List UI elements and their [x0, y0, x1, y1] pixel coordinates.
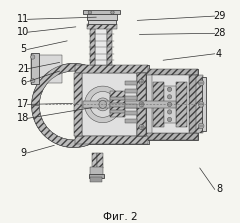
Text: 6: 6 [20, 77, 26, 87]
Bar [202, 77, 206, 131]
Bar [90, 28, 95, 64]
Bar [146, 69, 198, 140]
Text: 21: 21 [17, 64, 29, 74]
Bar [31, 53, 39, 84]
Circle shape [198, 123, 204, 129]
Text: 8: 8 [216, 184, 222, 194]
Text: 10: 10 [17, 27, 29, 37]
Bar [125, 104, 137, 108]
Circle shape [39, 71, 108, 140]
Text: 11: 11 [17, 14, 29, 24]
Bar [95, 26, 107, 64]
Bar [74, 73, 82, 136]
Circle shape [139, 79, 144, 84]
Text: 17: 17 [17, 99, 29, 109]
Text: Фиг. 2: Фиг. 2 [103, 212, 137, 222]
Circle shape [99, 101, 107, 108]
Bar [31, 54, 39, 84]
Circle shape [139, 102, 144, 107]
Bar [82, 73, 137, 136]
Circle shape [96, 98, 109, 111]
Bar [32, 55, 62, 83]
Bar [189, 75, 198, 134]
Bar [125, 96, 137, 100]
Circle shape [198, 80, 204, 86]
Bar [125, 89, 137, 93]
Bar [92, 153, 97, 168]
Circle shape [31, 55, 35, 59]
Text: 9: 9 [20, 148, 26, 158]
Bar [176, 82, 187, 127]
Circle shape [111, 11, 114, 14]
Bar [125, 81, 137, 85]
Bar [152, 75, 189, 134]
Bar [83, 10, 120, 14]
Circle shape [31, 78, 35, 83]
Bar [197, 75, 203, 134]
Circle shape [139, 124, 144, 130]
Bar [125, 111, 137, 115]
Bar [90, 177, 102, 182]
Wedge shape [32, 105, 116, 147]
Bar [74, 64, 149, 144]
Bar [153, 82, 164, 127]
Circle shape [32, 64, 116, 147]
Bar [75, 64, 148, 73]
Bar [88, 20, 116, 24]
Bar [110, 97, 125, 100]
Text: 4: 4 [216, 49, 222, 59]
Bar [146, 134, 198, 140]
Bar [110, 110, 125, 113]
Circle shape [167, 110, 172, 114]
Circle shape [167, 87, 172, 91]
Circle shape [90, 91, 116, 117]
Circle shape [84, 86, 121, 123]
Bar [75, 136, 148, 144]
Text: 18: 18 [17, 114, 29, 123]
Circle shape [167, 102, 172, 107]
Bar [90, 167, 103, 176]
Bar [137, 73, 146, 136]
Bar [107, 28, 113, 64]
Bar [146, 69, 198, 75]
Bar [164, 86, 176, 123]
Bar [110, 91, 125, 117]
Bar [87, 24, 117, 29]
Circle shape [198, 102, 204, 107]
Wedge shape [32, 64, 116, 105]
Text: 5: 5 [20, 44, 26, 54]
Circle shape [167, 95, 172, 99]
Text: 28: 28 [213, 28, 225, 38]
Text: 29: 29 [213, 11, 225, 21]
Bar [87, 14, 117, 20]
Bar [89, 174, 104, 178]
Bar [125, 119, 137, 123]
Bar [137, 73, 146, 136]
Circle shape [167, 117, 172, 122]
Circle shape [88, 11, 92, 14]
Bar [110, 103, 125, 107]
Bar [97, 153, 103, 168]
Bar [83, 101, 176, 108]
